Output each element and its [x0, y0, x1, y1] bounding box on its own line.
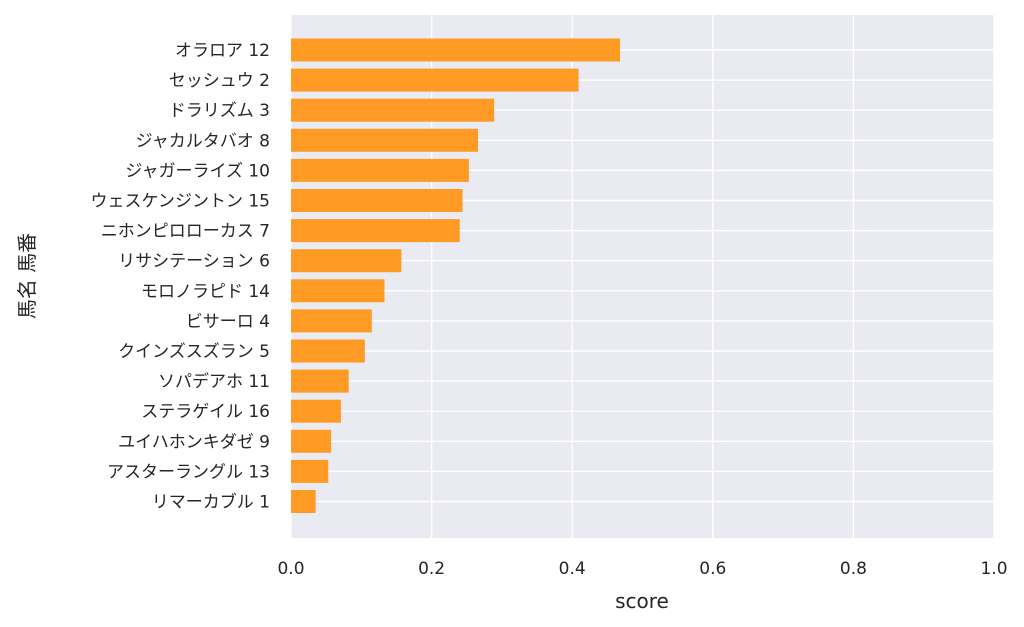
y-tick-label: ユイハホンキダゼ 9 — [118, 432, 270, 452]
y-tick-labels: オラロア 12 セッシュウ 2 ドラリズム 3 ジャカルタバオ 8 ジャガーライズ 10… — [90, 41, 270, 513]
y-axis-title: 馬名 馬番 — [15, 233, 39, 319]
bar — [291, 68, 579, 92]
bar — [291, 189, 463, 212]
bar — [291, 128, 478, 152]
bar — [291, 459, 329, 483]
bar — [291, 249, 402, 273]
y-tick-label: ステラゲイル 16 — [141, 402, 270, 422]
x-tick-label: 0.8 — [840, 559, 867, 579]
y-tick-label: ジャカルタバオ 8 — [136, 131, 270, 151]
y-tick-label: モロノラピド 14 — [141, 282, 270, 302]
x-tick-label: 1.0 — [980, 559, 1007, 579]
bar — [291, 279, 385, 303]
y-tick-label: セッシュウ 2 — [169, 71, 270, 91]
y-tick-label: リマーカブル 1 — [152, 492, 270, 513]
bar — [291, 158, 469, 182]
x-tick-label: 0.2 — [418, 559, 445, 579]
bar — [291, 98, 495, 122]
bar — [291, 309, 372, 333]
bars — [291, 38, 621, 513]
y-tick-label: ニホンピロローカス 7 — [101, 222, 270, 242]
x-tick-label: 0.4 — [559, 559, 586, 579]
y-tick-label: リサシテーション 6 — [118, 252, 270, 272]
y-tick-label: ジャガーライズ 10 — [125, 161, 270, 181]
y-tick-label: ソパデアホ 11 — [158, 371, 270, 392]
bar — [291, 490, 316, 513]
bar — [291, 219, 460, 243]
bar — [291, 38, 621, 62]
x-tick-labels: 0.0 0.2 0.4 0.6 0.8 1.0 — [277, 559, 1007, 579]
x-tick-label: 0.6 — [699, 559, 726, 579]
y-tick-label: ドラリズム 3 — [169, 101, 270, 121]
bar — [291, 339, 365, 363]
plot-area — [291, 15, 994, 538]
y-tick-label: ビサーロ 4 — [186, 312, 270, 332]
y-tick-label: クインズスズラン 5 — [118, 342, 270, 362]
x-axis-title: score — [615, 589, 669, 613]
x-tick-label: 0.0 — [277, 559, 304, 579]
y-tick-label: オラロア 12 — [175, 41, 270, 61]
y-tick-label: ウェスケンジントン 15 — [90, 192, 270, 212]
bar — [291, 399, 341, 423]
bar — [291, 429, 332, 453]
y-tick-label: アスターラングル 13 — [107, 462, 270, 482]
bar — [291, 369, 349, 393]
